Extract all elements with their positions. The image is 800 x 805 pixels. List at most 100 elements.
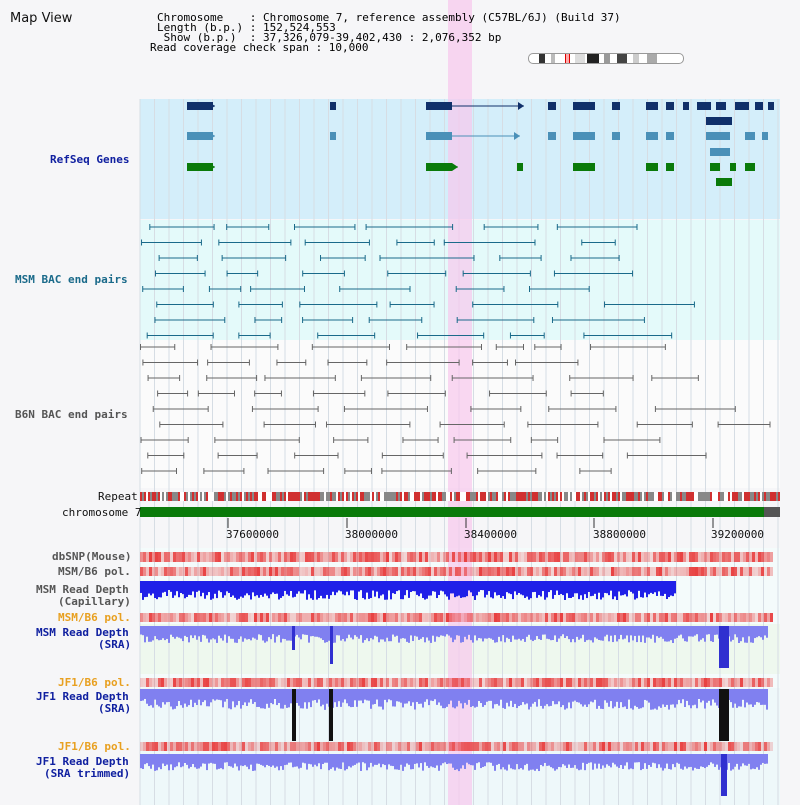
heat-cell xyxy=(641,613,644,622)
depth-bar xyxy=(308,626,310,643)
track-label-msm-depth-sra[interactable]: MSM Read Depth xyxy=(36,626,129,639)
heat-cell xyxy=(545,742,548,751)
repeat-mark xyxy=(346,492,348,501)
depth-bar xyxy=(348,581,350,596)
heat-cell xyxy=(338,552,341,562)
repeat-mark xyxy=(310,492,312,501)
track-label-msm-depth-capillary[interactable]: MSM Read Depth xyxy=(36,583,129,596)
heat-cell xyxy=(401,613,404,622)
heat-cell xyxy=(281,613,284,622)
heat-cell xyxy=(398,742,401,751)
depth-bar xyxy=(538,754,540,772)
heat-cell xyxy=(584,678,587,687)
chromosome-ideogram[interactable] xyxy=(528,53,684,64)
repeat-mark xyxy=(338,492,340,501)
depth-bar xyxy=(666,754,668,764)
repeat-mark xyxy=(566,492,568,501)
depth-bar xyxy=(172,754,174,771)
depth-bar xyxy=(566,754,568,768)
depth-bar xyxy=(324,626,326,643)
heat-cell xyxy=(503,552,506,562)
depth-bar xyxy=(360,754,362,771)
heat-cell xyxy=(152,742,155,751)
depth-bar xyxy=(652,626,654,635)
heat-cell xyxy=(410,552,413,562)
depth-bar xyxy=(440,626,442,636)
repeat-mark xyxy=(630,492,632,501)
track-label-chromosome[interactable]: chromosome 7 xyxy=(62,506,142,519)
depth-bar xyxy=(196,689,198,706)
heat-cell xyxy=(140,613,143,622)
depth-bar xyxy=(312,581,314,600)
depth-bar xyxy=(296,581,298,594)
track-label-msm-pol-2[interactable]: MSM/B6 pol. xyxy=(58,611,131,624)
heat-cell xyxy=(350,742,353,751)
track-label-jf1-depth-trimmed[interactable]: JF1 Read Depth xyxy=(36,755,129,768)
depth-bar xyxy=(660,581,662,596)
depth-bar xyxy=(204,626,206,636)
gene-arrow xyxy=(209,163,215,171)
depth-bar xyxy=(550,581,552,591)
depth-bar xyxy=(582,689,584,707)
heat-cell xyxy=(341,567,344,576)
heat-cell xyxy=(218,742,221,751)
depth-bar xyxy=(498,581,500,596)
depth-bar xyxy=(576,754,578,769)
heat-cell xyxy=(737,613,740,622)
depth-bar xyxy=(152,689,154,708)
depth-bar xyxy=(284,626,286,640)
heat-cell xyxy=(761,567,764,576)
repeat-mark xyxy=(250,492,252,501)
depth-bar xyxy=(324,689,326,710)
heat-cell xyxy=(500,552,503,562)
heat-cell xyxy=(683,613,686,622)
heat-cell xyxy=(188,678,191,687)
heat-cell xyxy=(533,742,536,751)
heat-cell xyxy=(719,678,722,687)
depth-bar xyxy=(152,581,154,594)
heat-cell xyxy=(398,567,401,576)
repeat-mark xyxy=(706,492,708,501)
depth-bar xyxy=(568,689,570,703)
heat-cell xyxy=(491,567,494,576)
depth-bar xyxy=(682,754,684,770)
depth-bar xyxy=(668,626,670,642)
heat-cell xyxy=(224,613,227,622)
heat-cell xyxy=(173,552,176,562)
track-label-msm-bac[interactable]: MSM BAC end pairs xyxy=(15,273,128,286)
repeat-mark xyxy=(554,492,556,501)
track-label-b6n-bac[interactable]: B6N BAC end pairs xyxy=(15,408,128,421)
heat-cell xyxy=(623,552,626,562)
depth-bar xyxy=(314,754,316,765)
depth-bar xyxy=(420,689,422,704)
heat-cell xyxy=(638,742,641,751)
depth-bar xyxy=(204,581,206,599)
heat-cell xyxy=(236,567,239,576)
track-label-msm-pol[interactable]: MSM/B6 pol. xyxy=(58,565,131,578)
heat-cell xyxy=(464,678,467,687)
heat-cell xyxy=(326,552,329,562)
depth-bar xyxy=(362,581,364,599)
depth-bar xyxy=(540,754,542,765)
depth-bar xyxy=(366,626,368,639)
repeat-mark xyxy=(336,492,338,501)
heat-cell xyxy=(743,613,746,622)
track-label-jf1-pol-2[interactable]: JF1/B6 pol. xyxy=(58,740,131,753)
depth-bar xyxy=(536,581,538,598)
repeat-mark xyxy=(344,492,346,501)
depth-bar xyxy=(492,581,494,599)
track-label-jf1-depth-sra[interactable]: JF1 Read Depth xyxy=(36,690,129,703)
repeat-mark xyxy=(406,492,408,501)
depth-bar xyxy=(464,626,466,637)
track-label-repeat[interactable]: Repeat xyxy=(98,490,138,503)
depth-bar xyxy=(690,689,692,709)
track-label-jf1-pol[interactable]: JF1/B6 pol. xyxy=(58,676,131,689)
heat-cell xyxy=(680,552,683,562)
heat-cell xyxy=(341,742,344,751)
heat-cell xyxy=(326,567,329,576)
track-label-dbsnp[interactable]: dbSNP(Mouse) xyxy=(52,550,132,563)
depth-bar xyxy=(680,754,682,769)
track-label-refseq[interactable]: RefSeq Genes xyxy=(50,153,130,166)
depth-bar xyxy=(228,626,230,637)
